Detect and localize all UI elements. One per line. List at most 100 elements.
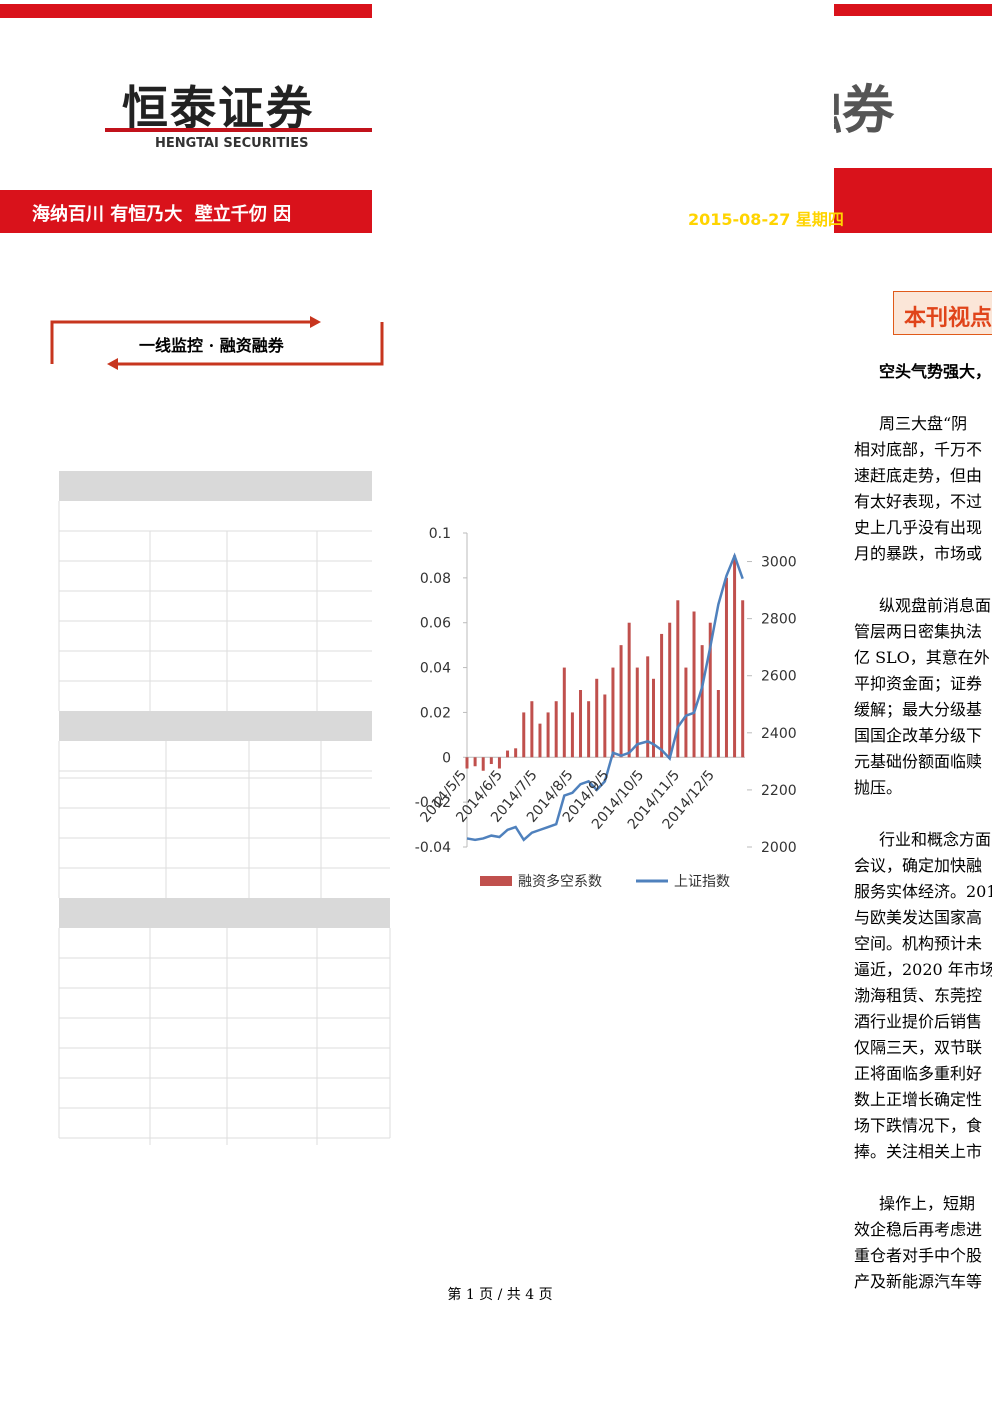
section-label: 一线监控 · 融资融券 xyxy=(139,336,284,355)
y2-tick-label: 2600 xyxy=(761,669,797,685)
y2-tick-label: 2400 xyxy=(761,726,797,742)
bar xyxy=(587,701,591,758)
bar xyxy=(554,701,558,758)
bar xyxy=(579,690,583,758)
legend-swatch xyxy=(480,876,512,886)
right-logo-box: 融券 xyxy=(834,60,992,140)
bar xyxy=(651,678,655,758)
bar xyxy=(611,667,615,758)
paragraph-line: 周三大盘“阴 xyxy=(879,414,968,433)
y2-tick-label: 2000 xyxy=(761,840,797,856)
paragraph-line: 国国企改革分级下 xyxy=(854,726,983,745)
bar xyxy=(716,690,720,758)
paragraph-line: 酒行业提价后销售 xyxy=(854,1012,983,1031)
paragraph-line: 元基础份额面临赎 xyxy=(854,752,983,771)
paragraph-line: 捧。关注相关上市 xyxy=(854,1142,983,1161)
bar xyxy=(676,600,680,758)
footer: 第 1 页 / 共 4 页 xyxy=(447,1287,553,1303)
paragraph-line: 抛压。 xyxy=(854,778,903,797)
headline: 空头气势强大， xyxy=(879,362,992,381)
y-tick-label: 0.06 xyxy=(420,616,451,632)
paragraph-line: 重仓者对手中个股 xyxy=(854,1246,983,1265)
bar xyxy=(660,633,664,758)
chart: -0.04 -0.02 0 0.02 0.04 0.06 0.08 0.1 2000 2200 24… xyxy=(415,526,797,890)
bar xyxy=(522,712,526,758)
paragraph-line: 管层两日密集执法 xyxy=(854,622,983,641)
paragraph-line: 有太好表现，不过 xyxy=(854,492,983,511)
y-tick-label: 0.04 xyxy=(420,661,451,677)
bar xyxy=(724,577,728,758)
y-tick-label: -0.04 xyxy=(415,840,451,856)
bar xyxy=(514,748,518,758)
legend-label: 融资多空系数 xyxy=(518,873,602,890)
paragraph-line: 速赶底走势，但由 xyxy=(854,466,983,485)
paragraph-line: 与欧美发达国家高 xyxy=(854,908,983,927)
column: 本刊视点 空头气势强大， 周三大盘“阴相对底部，千万不 速赶底走势，但由 有太好表现，… xyxy=(834,280,992,1300)
paragraph-line: 史上几乎没有出现 xyxy=(854,518,983,537)
right-logo: 融券 xyxy=(834,81,895,140)
bar xyxy=(627,622,631,758)
y-tick-label: 0 xyxy=(442,750,451,766)
bar xyxy=(570,712,574,758)
bar xyxy=(473,757,477,767)
box-title-frame: 本刊视点 xyxy=(893,291,992,335)
bar xyxy=(546,712,550,758)
bar xyxy=(708,622,712,758)
box-title: 本刊视点 xyxy=(904,306,992,331)
paragraph-line: 服务实体经济。201 xyxy=(854,882,992,901)
paragraph-line: 亿 SLO，其意在外 xyxy=(854,648,990,667)
top-stripe xyxy=(834,4,992,16)
bar xyxy=(646,656,650,758)
paragraph-line: 效企稳后再考虑进 xyxy=(854,1220,983,1239)
paragraph-line: 正将面临多重利好 xyxy=(854,1064,983,1083)
bar xyxy=(538,723,542,758)
paragraph-line: 渤海租赁、东莞控 xyxy=(854,986,983,1005)
bar xyxy=(733,555,737,758)
paragraph-line: 行业和概念方面 xyxy=(879,830,992,849)
bar xyxy=(692,611,696,758)
bar xyxy=(530,701,534,758)
logo: 恒泰证券 xyxy=(122,81,314,135)
date: 2015-08-27 星期四 xyxy=(688,210,844,229)
paragraph-line: 空间。机构预计未 xyxy=(854,934,983,953)
slogan: 海纳百川 有恒乃大 壁立千仞 因 xyxy=(32,204,292,225)
bar xyxy=(668,622,672,758)
paragraph-line: 缓解；最大分级基 xyxy=(854,700,983,719)
paragraph-line: 产及新能源汽车等 xyxy=(854,1272,983,1291)
bar xyxy=(635,667,639,758)
paragraph-line: 操作上，短期 xyxy=(879,1194,976,1213)
paragraph-line: 场下跌情况下，食 xyxy=(854,1116,983,1135)
slogan-band: 海纳百川 有恒乃大 壁立千仞 因 xyxy=(0,190,372,233)
empty-tables xyxy=(58,471,391,1145)
logo-rule xyxy=(105,128,372,132)
paragraph-line: 纵观盘前消息面 xyxy=(879,596,992,615)
bar xyxy=(741,600,745,758)
bar xyxy=(684,667,688,758)
date-band xyxy=(834,168,992,233)
y2-tick-label: 3000 xyxy=(761,555,797,571)
bar xyxy=(465,757,469,769)
bar xyxy=(562,667,566,758)
bar xyxy=(700,645,704,758)
paragraph-line: 逼近，2020 年市场 xyxy=(854,960,992,979)
paragraph-line: 相对底部，千万不 xyxy=(854,440,983,459)
bar xyxy=(506,750,510,758)
paragraph-line: 月的暴跌，市场或 xyxy=(854,544,983,563)
y-tick-label: 0.1 xyxy=(429,526,451,542)
bar xyxy=(497,757,501,769)
y-tick-label: 0.02 xyxy=(420,705,451,721)
y2-tick-label: 2800 xyxy=(761,612,797,628)
logo-en: HENGTAI SECURITIES xyxy=(155,136,309,151)
column-text: 空头气势强大， 周三大盘“阴相对底部，千万不 速赶底走势，但由 有太好表现，不过 史上几… xyxy=(834,280,992,1300)
y-tick-label: 0.08 xyxy=(420,571,451,587)
line xyxy=(466,552,744,842)
y-tick-label: -0.02 xyxy=(415,795,451,811)
paragraph-line: 仅隔三天，双节联 xyxy=(854,1038,983,1057)
paragraph-line: 平抑资金面；证券 xyxy=(854,674,983,693)
bar xyxy=(481,757,485,771)
bar xyxy=(595,678,599,758)
legend-label: 上证指数 xyxy=(674,874,730,890)
y2-tick-label: 2200 xyxy=(761,783,797,799)
section-frame xyxy=(50,316,384,370)
